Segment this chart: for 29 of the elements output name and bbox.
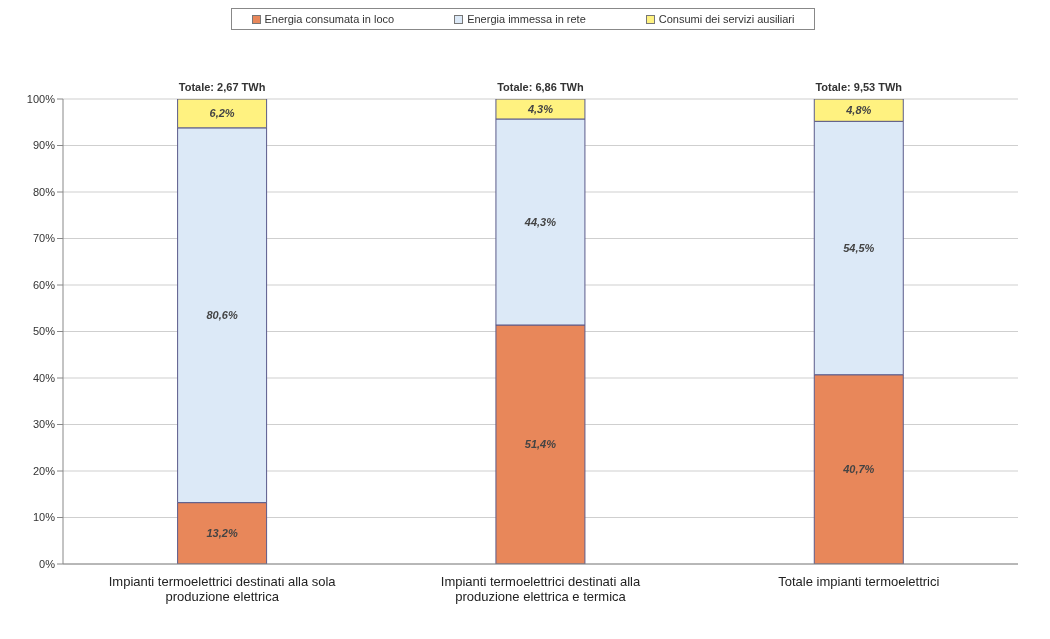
y-tick-label: 50% — [32, 325, 56, 338]
data-label: 51,4% — [524, 438, 557, 451]
data-label: 44,3% — [523, 215, 557, 228]
y-tick-label: 20% — [32, 464, 56, 477]
y-tick-label: 100% — [26, 92, 56, 105]
data-label: 4,8% — [845, 104, 872, 117]
data-label: 54,5% — [843, 242, 875, 255]
y-tick-label: 70% — [32, 232, 56, 245]
legend-label: Consumi dei servizi ausiliari — [657, 13, 795, 25]
y-tick-label: 60% — [32, 278, 56, 291]
data-label: 80,6% — [206, 309, 238, 322]
legend-label: Energia immessa in rete — [466, 13, 586, 25]
y-tick-label: 80% — [32, 185, 56, 198]
data-label: 40,7% — [842, 463, 875, 476]
data-label: 4,3% — [526, 103, 554, 115]
text: Totale: 2,67 TWh — [178, 81, 266, 93]
x-tick-label: Impianti termoelettrici destinati alla sola produzione elettrica — [108, 574, 337, 604]
text: Totale: 6,86 TWh — [497, 81, 584, 93]
data-label: 6,2% — [209, 107, 235, 120]
x-tick-label: Impianti termoelettrici destinati alla produzione elettrica e termica — [440, 574, 641, 604]
y-tick-label: 10% — [32, 511, 56, 524]
x-tick-label: Totale impianti termoelettrici — [778, 574, 940, 589]
y-tick-label: 40% — [32, 371, 56, 384]
text: Totale: 9,53 TWh — [815, 81, 903, 93]
y-tick-label: 30% — [32, 418, 56, 431]
legend-label: Energia consumata in loco — [263, 13, 395, 25]
y-tick-label: 90% — [32, 139, 56, 152]
data-label: 13,2% — [206, 527, 238, 540]
y-tick-label: 0% — [39, 557, 56, 570]
